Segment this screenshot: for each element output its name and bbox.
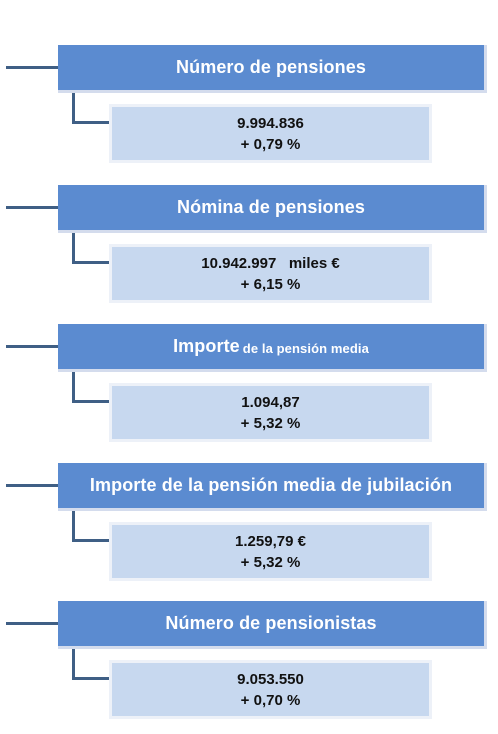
connector-elbow bbox=[72, 372, 109, 403]
stat-header: Importe de la pensión media de jubilació… bbox=[58, 463, 487, 511]
connector-line bbox=[6, 206, 58, 209]
stat-change: + 6,15 % bbox=[240, 275, 301, 293]
stat-block-numero-pensiones: Número de pensiones 9.994.836 + 0,79 % bbox=[0, 45, 498, 175]
connector-line bbox=[6, 622, 58, 625]
stat-value-box: 9.053.550 + 0,70 % bbox=[109, 660, 432, 719]
stat-title: Número de pensiones bbox=[176, 57, 366, 77]
stat-value-box: 1.094,87 + 5,32 % bbox=[109, 383, 432, 442]
stat-value-box: 9.994.836 + 0,79 % bbox=[109, 104, 432, 163]
connector-elbow bbox=[72, 649, 109, 680]
stat-value: 1.259,79 € bbox=[235, 532, 306, 550]
stat-change: + 5,32 % bbox=[240, 553, 301, 571]
stat-value: 1.094,87 bbox=[241, 393, 300, 411]
stat-change: + 0,79 % bbox=[240, 135, 301, 153]
stat-value-box: 1.259,79 € + 5,32 % bbox=[109, 522, 432, 581]
stat-header: Importe de la pensión media bbox=[58, 324, 487, 372]
connector-line bbox=[6, 345, 58, 348]
stat-title: Nómina de pensiones bbox=[177, 197, 365, 217]
stat-header: Nómina de pensiones bbox=[58, 185, 487, 233]
stat-value-box: 10.942.997 miles € + 6,15 % bbox=[109, 244, 432, 303]
stat-header: Número de pensionistas bbox=[58, 601, 487, 649]
stat-change: + 0,70 % bbox=[240, 691, 301, 709]
stat-title-suffix: de la pensión media bbox=[242, 341, 369, 356]
connector-line bbox=[6, 66, 58, 69]
stat-title: Número de pensionistas bbox=[165, 613, 377, 633]
stat-block-numero-pensionistas: Número de pensionistas 9.053.550 + 0,70 … bbox=[0, 601, 498, 731]
stat-block-importe-pension-media: Importe de la pensión media 1.094,87 + 5,… bbox=[0, 324, 498, 454]
connector-elbow bbox=[72, 233, 109, 264]
stat-value: 9.994.836 bbox=[237, 114, 304, 132]
stat-value: 9.053.550 bbox=[237, 670, 304, 688]
stat-block-nomina-pensiones: Nómina de pensiones 10.942.997 miles € +… bbox=[0, 185, 498, 315]
stat-title: Importe bbox=[173, 336, 240, 356]
stat-title: Importe de la pensión media de jubilació… bbox=[89, 475, 453, 495]
connector-elbow bbox=[72, 93, 109, 124]
stat-change: + 5,32 % bbox=[240, 414, 301, 432]
stat-header: Número de pensiones bbox=[58, 45, 487, 93]
stat-value: 10.942.997 miles € bbox=[201, 254, 340, 272]
connector-line bbox=[6, 484, 58, 487]
stat-block-importe-jubilacion: Importe de la pensión media de jubilació… bbox=[0, 463, 498, 593]
connector-elbow bbox=[72, 511, 109, 542]
